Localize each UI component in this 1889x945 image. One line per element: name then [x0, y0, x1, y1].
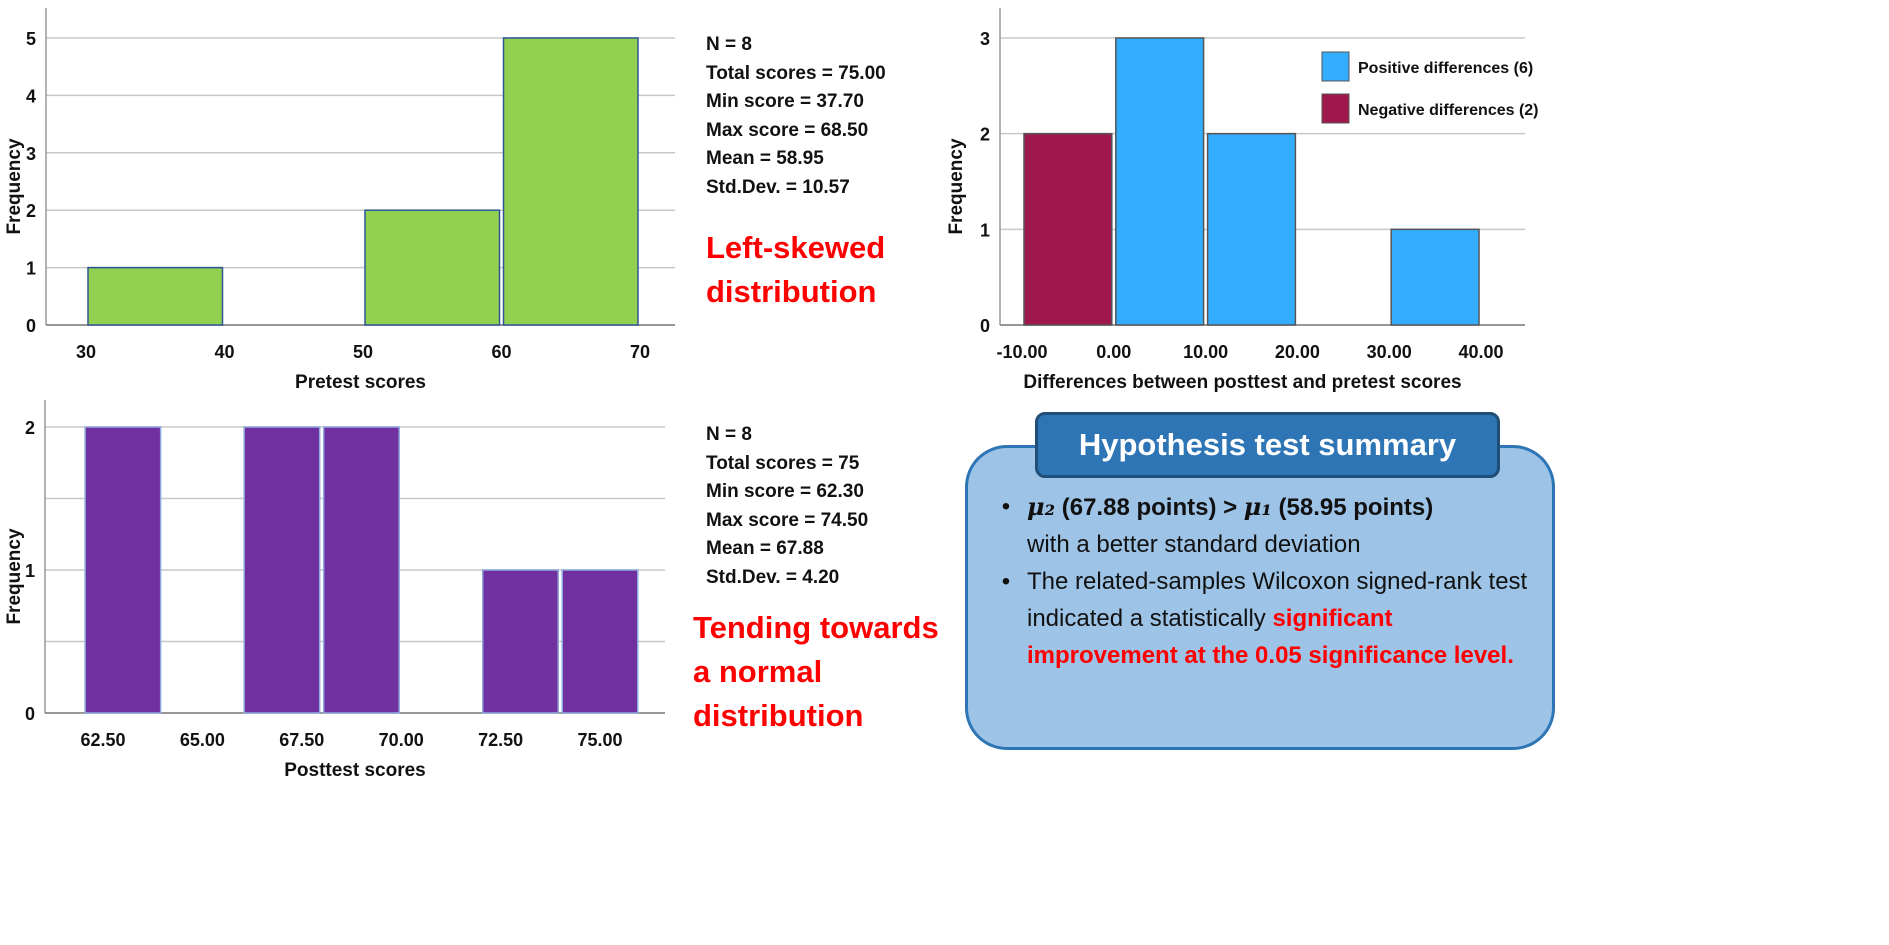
y-tick-label: 1 [980, 220, 990, 240]
stat-line: Std.Dev. = 4.20 [706, 566, 840, 588]
bullet-part: with a better standard deviation [1027, 531, 1361, 558]
y-axis-title: Frequency [4, 138, 25, 235]
summary-bullets: • μ₂ (67.88 points) > μ₁ (58.95 points) … [985, 488, 1545, 674]
summary-title: Hypothesis test summary [1035, 412, 1500, 478]
stat-line: Mean = 58.95 [706, 148, 824, 169]
stat-line: Max score = 74.50 [706, 509, 869, 531]
y-tick-label: 2 [980, 125, 990, 145]
stat-line: Min score = 37.70 [706, 91, 864, 112]
mu2-symbol: μ₂ [1027, 492, 1056, 521]
legend-swatch [1321, 51, 1350, 82]
x-tick-label: 10.00 [1183, 342, 1228, 362]
y-tick-label: 2 [25, 418, 35, 438]
bullet-icon: • [1001, 493, 1011, 520]
histogram-bar [502, 37, 639, 326]
x-tick-label: -10.00 [996, 342, 1047, 362]
legend-label: Positive differences (6) [1358, 60, 1533, 77]
stat-line: N = 8 [706, 424, 752, 445]
bullet-part: The related-samples Wilcoxon signed-rank… [1027, 568, 1528, 632]
x-tick-label: 0.00 [1096, 342, 1131, 362]
histogram-bar [1023, 132, 1113, 326]
stat-line: Std.Dev. = 10.57 [706, 176, 850, 198]
y-tick-label: 4 [26, 86, 36, 106]
y-tick-label: 0 [980, 316, 990, 336]
x-tick-label: 72.50 [478, 730, 523, 750]
pretest-stats: N = 8 Total scores = 75.00 Min score = 3… [706, 31, 886, 202]
stat-line: Total scores = 75 [706, 452, 860, 474]
x-tick-label: 60 [491, 342, 511, 362]
x-tick-label: 40 [214, 342, 234, 362]
note-line: a normal [693, 654, 823, 689]
y-tick-label: 0 [25, 704, 35, 724]
y-tick-label: 3 [26, 144, 36, 164]
stat-line: N = 8 [706, 34, 752, 55]
y-axis-title: Frequency [946, 138, 967, 235]
histogram-bar [84, 426, 162, 714]
y-tick-label: 2 [26, 201, 36, 221]
bullet-icon: • [1001, 568, 1011, 595]
note-line: Tending towards [693, 610, 939, 645]
pretest-note: Left-skewed distribution [706, 226, 885, 314]
note-line: distribution [693, 698, 864, 733]
histogram-bar [1206, 132, 1297, 326]
summary-bullet: • The related-samples Wilcoxon signed-ra… [985, 563, 1545, 674]
note-line: Left-skewed [706, 230, 886, 265]
posttest-stats: N = 8 Total scores = 75 Min score = 62.3… [706, 421, 868, 592]
note-line: distribution [706, 274, 877, 309]
y-tick-label: 5 [26, 29, 36, 49]
histogram-bar [364, 209, 501, 326]
posttest-note: Tending towards a normal distribution [693, 606, 939, 738]
stat-line: Max score = 68.50 [706, 119, 869, 141]
histogram-bar [87, 266, 224, 326]
x-tick-label: 30.00 [1367, 342, 1412, 362]
y-tick-label: 3 [980, 29, 990, 49]
bullet-part: (58.95 points) [1271, 494, 1434, 521]
y-axis-title: Frequency [4, 528, 25, 625]
x-tick-label: 70.00 [379, 730, 424, 750]
x-axis-title: Pretest scores [295, 372, 426, 393]
x-tick-label: 40.00 [1458, 342, 1503, 362]
histogram-bar [481, 569, 559, 714]
mu1-symbol: μ₁ [1243, 492, 1272, 521]
bullet-highlight: significant improvement at the 0.05 sign… [1027, 605, 1514, 669]
histogram-bar [322, 426, 400, 714]
x-axis-title: Posttest scores [284, 760, 426, 781]
x-tick-label: 20.00 [1275, 342, 1320, 362]
histogram-bar [243, 426, 321, 714]
bullet-text: The related-samples Wilcoxon signed-rank… [1027, 563, 1545, 674]
x-axis-title: Differences between posttest and pretest… [1023, 372, 1461, 393]
x-tick-label: 70 [630, 342, 650, 362]
legend-label: Negative differences (2) [1358, 102, 1539, 119]
x-tick-label: 67.50 [279, 730, 324, 750]
y-tick-label: 1 [25, 561, 35, 581]
bullet-text: μ₂ (67.88 points) > μ₁ (58.95 points) wi… [1027, 488, 1433, 563]
x-tick-label: 50 [353, 342, 373, 362]
histogram-bar [1390, 228, 1480, 326]
y-tick-label: 1 [26, 259, 36, 279]
x-tick-label: 62.50 [80, 730, 125, 750]
bullet-part: (67.88 points) > [1055, 494, 1244, 521]
histogram-bar [561, 569, 639, 714]
y-tick-label: 0 [26, 316, 36, 336]
legend-swatch [1321, 93, 1350, 124]
x-tick-label: 65.00 [180, 730, 225, 750]
summary-bullet: • μ₂ (67.88 points) > μ₁ (58.95 points) … [985, 488, 1545, 563]
histogram-bar [1115, 37, 1205, 326]
stat-line: Total scores = 75.00 [706, 62, 886, 84]
stat-line: Min score = 62.30 [706, 481, 864, 502]
hypothesis-summary-box [965, 445, 1555, 750]
x-tick-label: 30 [76, 342, 96, 362]
stat-line: Mean = 67.88 [706, 538, 824, 559]
x-tick-label: 75.00 [577, 730, 622, 750]
